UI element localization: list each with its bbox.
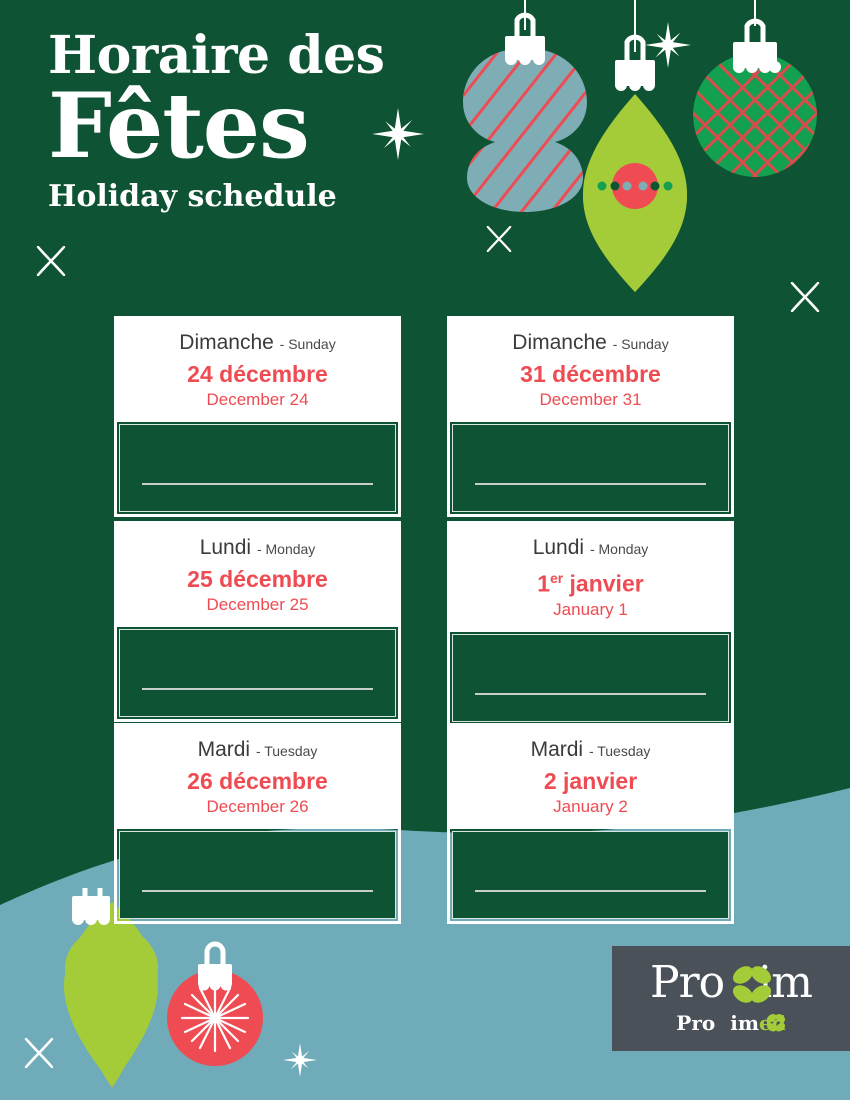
- butterfly-icon: [732, 966, 772, 1003]
- card-date-en: December 25: [206, 595, 309, 614]
- card-day-fr: Lundi: [532, 536, 585, 559]
- ornament-crosshatch-ball: [693, 0, 817, 177]
- card-write-line: [142, 890, 373, 892]
- ornament-bottom-lime-teardrop: [64, 888, 158, 1088]
- x-mark-icon-1: [36, 246, 66, 276]
- ornament-lime-teardrop: [583, 0, 687, 292]
- title-line-1: Horaire des: [48, 25, 385, 86]
- card-date-fr: 25 décembre: [187, 566, 328, 592]
- card-date-fr-sup: er: [550, 571, 564, 586]
- schedule-card: Dimanche - Sunday 24 décembre December 2…: [114, 316, 401, 517]
- card-hours-area[interactable]: [452, 831, 729, 919]
- x-mark-icon-3: [790, 282, 820, 312]
- x-mark-icon-2: [486, 226, 512, 252]
- card-date-fr: 24 décembre: [187, 361, 328, 387]
- card-hours-area[interactable]: [119, 629, 396, 717]
- sparkle-star-icon-2: [645, 22, 691, 68]
- butterfly-icon-small: [766, 1014, 786, 1032]
- card-day: Dimanche - Sunday: [457, 330, 724, 357]
- card-header: Dimanche - Sunday 31 décembre December 3…: [447, 316, 734, 422]
- card-day-en: - Sunday: [612, 336, 669, 352]
- card-day: Lundi - Monday: [124, 535, 391, 562]
- card-date-en: December 24: [206, 390, 309, 409]
- card-day-en: - Tuesday: [255, 743, 318, 759]
- card-date-fr: 2 janvier: [543, 768, 638, 794]
- card-header: Dimanche - Sunday 24 décembre December 2…: [114, 316, 401, 422]
- card-date-fr: 26 décembre: [187, 768, 328, 794]
- card-day: Dimanche - Sunday: [124, 330, 391, 357]
- title-line-2: Fêtes: [48, 73, 310, 179]
- card-date-fr-num: 1: [537, 570, 551, 597]
- card-header: Lundi - Monday 25 décembre December 25: [114, 521, 401, 627]
- card-write-line: [475, 483, 706, 485]
- logo-sub-pre: Pro: [676, 1011, 716, 1035]
- card-date-fr: 31 décembre: [520, 361, 661, 387]
- card-write-line: [475, 890, 706, 892]
- card-write-line: [142, 688, 373, 690]
- schedule-card: Lundi - Monday 25 décembre December 25: [114, 521, 401, 722]
- card-day-fr: Mardi: [530, 738, 584, 761]
- logo-brand-pre: Pro: [650, 957, 725, 1008]
- sparkle-star-icon: [372, 108, 424, 160]
- ornament-striped-onion: [463, 0, 587, 212]
- card-day-fr: Mardi: [197, 738, 251, 761]
- card-hours-area[interactable]: [119, 424, 396, 512]
- card-date-en: January 2: [553, 797, 628, 816]
- card-date-fr-month: janvier: [563, 570, 644, 597]
- card-date-en: December 31: [539, 390, 642, 409]
- card-date-en: January 1: [553, 599, 628, 619]
- schedule-card: Lundi - Monday 1er janvier January 1: [447, 521, 734, 727]
- card-header: Lundi - Monday 1er janvier January 1: [447, 521, 734, 632]
- card-day: Mardi - Tuesday: [457, 737, 724, 764]
- card-day-fr: Dimanche: [512, 331, 607, 354]
- card-day-fr: Dimanche: [179, 331, 274, 354]
- card-day: Mardi - Tuesday: [124, 737, 391, 764]
- poster-header: Horaire des Fêtes Holiday schedule: [48, 25, 385, 214]
- sparkle-star-icon-3: [283, 1043, 317, 1077]
- card-date-en: December 26: [206, 797, 309, 816]
- card-day: Lundi - Monday: [457, 535, 724, 562]
- card-hours-area[interactable]: [452, 633, 729, 722]
- card-day-en: - Monday: [589, 541, 649, 557]
- card-day-en: - Monday: [256, 541, 316, 557]
- ornament-bottom-red-ball: [167, 941, 263, 1066]
- card-header: Mardi - Tuesday 2 janvier January 2: [447, 723, 734, 829]
- card-write-line: [475, 692, 706, 695]
- card-hours-area[interactable]: [452, 424, 729, 512]
- x-mark-icon-4: [24, 1038, 54, 1068]
- schedule-card: Dimanche - Sunday 31 décembre December 3…: [447, 316, 734, 517]
- proxim-logo[interactable]: Pro im Pro imed: [612, 946, 850, 1051]
- logo-wordmark: Pro im: [612, 960, 850, 1006]
- card-day-en: - Sunday: [279, 336, 336, 352]
- card-write-line: [142, 483, 373, 485]
- schedule-card: Mardi - Tuesday 2 janvier January 2: [447, 723, 734, 924]
- card-date-fr: 1er janvier: [457, 565, 724, 598]
- logo-sub-wordmark: Pro imed: [612, 1012, 850, 1034]
- card-hours-area[interactable]: [119, 831, 396, 919]
- schedule-card: Mardi - Tuesday 26 décembre December 26: [114, 723, 401, 924]
- card-day-fr: Lundi: [199, 536, 252, 559]
- poster-subtitle: Holiday schedule: [48, 179, 337, 214]
- logo-sub-mid: im: [730, 1011, 759, 1035]
- card-header: Mardi - Tuesday 26 décembre December 26: [114, 723, 401, 829]
- card-day-en: - Tuesday: [588, 743, 651, 759]
